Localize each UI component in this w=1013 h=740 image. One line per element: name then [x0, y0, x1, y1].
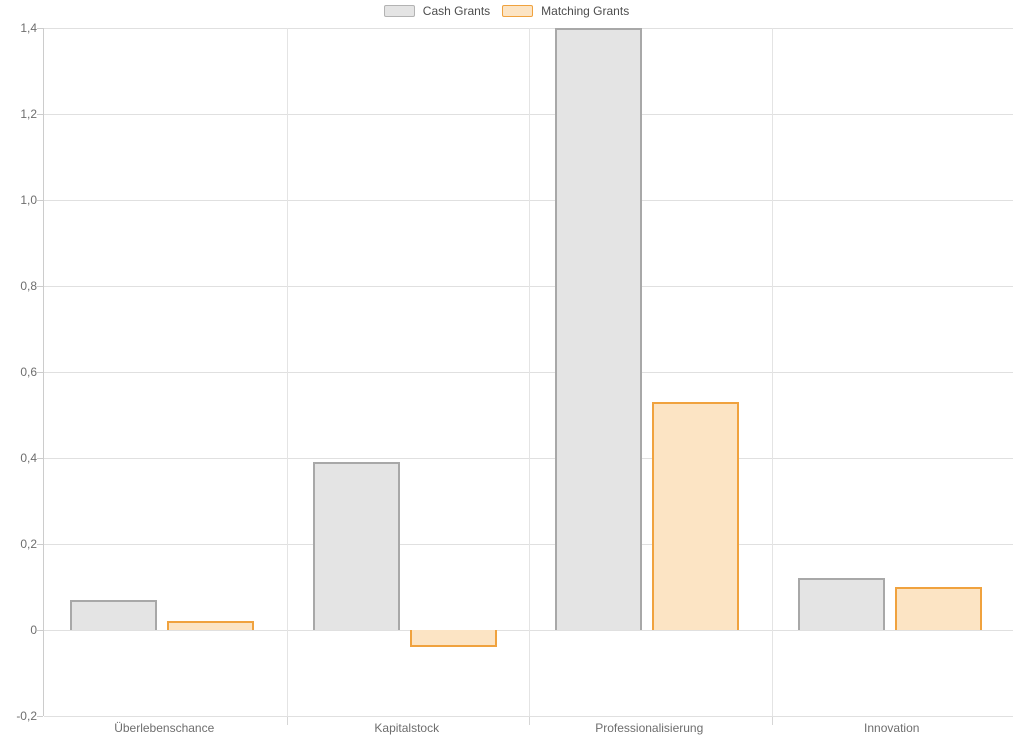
x-axis-tick: [529, 717, 530, 725]
x-category-label-4: Innovation: [864, 721, 920, 735]
y-axis-tick: [37, 716, 43, 717]
bar-matching-grants-innovation: [895, 587, 982, 630]
bar-cash-grants-überlebenschance: [70, 599, 157, 630]
category-separator: [772, 28, 773, 716]
y-tick-label: 0,8: [20, 279, 37, 293]
legend-label: Cash Grants: [422, 4, 491, 18]
y-tick-label: 0,4: [20, 451, 37, 465]
y-tick-label: 0,2: [20, 537, 37, 551]
gridline-y-1,2: [44, 114, 1013, 115]
plot-area: [37, 28, 1013, 725]
chart-legend: Cash Grants Matching Grants: [0, 3, 1013, 19]
bar-cash-grants-kapitalstock: [313, 462, 400, 630]
y-axis-tick: [37, 458, 43, 459]
legend-swatch: [502, 5, 534, 17]
legend-item-matching-grants[interactable]: Matching Grants: [502, 3, 629, 19]
legend-label: Matching Grants: [541, 4, 630, 18]
y-axis-tick: [37, 544, 43, 545]
y-axis-tick: [37, 372, 43, 373]
bar-matching-grants-kapitalstock: [410, 630, 497, 648]
x-category-label-3: Professionalisierung: [595, 721, 704, 735]
x-axis-tick: [772, 717, 773, 725]
y-axis-tick: [37, 286, 43, 287]
gridline-y-0: [44, 630, 1013, 631]
category-separator: [287, 28, 288, 716]
gridline-y-1,4: [44, 28, 1013, 29]
y-tick-label: 1,4: [20, 21, 37, 35]
bar-matching-grants-überlebenschance: [167, 621, 254, 630]
x-axis-tick: [287, 717, 288, 725]
y-tick-label: 1,0: [20, 193, 37, 207]
legend-item-cash-grants[interactable]: Cash Grants: [383, 3, 491, 19]
gridline-y-0,2: [44, 544, 1013, 545]
y-tick-label: 0: [30, 623, 37, 637]
bar-matching-grants-professionalisierung: [652, 402, 739, 630]
gridline-y--0,2: [44, 716, 1013, 717]
x-category-label-1: Überlebenschance: [114, 721, 215, 735]
y-tick-label: 1,2: [20, 107, 37, 121]
x-category-label-2: Kapitalstock: [374, 721, 440, 735]
y-axis-tick: [37, 28, 43, 29]
y-axis-tick: [37, 200, 43, 201]
y-axis-tick: [37, 630, 43, 631]
y-tick-label: 0,6: [20, 365, 37, 379]
gridline-y-1,0: [44, 200, 1013, 201]
legend-swatch: [383, 5, 415, 17]
category-separator: [529, 28, 530, 716]
gridline-y-0,6: [44, 372, 1013, 373]
y-axis-tick: [37, 114, 43, 115]
gridline-y-0,8: [44, 286, 1013, 287]
bar-cash-grants-professionalisierung: [555, 28, 642, 630]
bar-cash-grants-innovation: [798, 578, 885, 630]
gridline-y-0,4: [44, 458, 1013, 459]
y-tick-label: -0,2: [16, 709, 37, 723]
